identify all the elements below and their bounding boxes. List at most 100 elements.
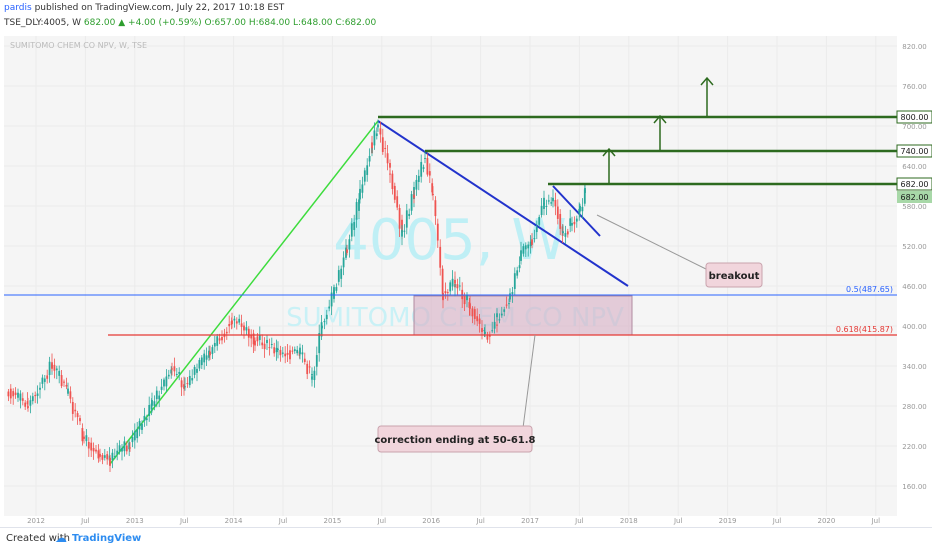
- tradingview-brand[interactable]: TradingView: [72, 533, 142, 544]
- candle-body: [384, 147, 387, 149]
- candle-body: [463, 295, 466, 305]
- candle-body: [155, 390, 158, 400]
- candle-body: [55, 368, 58, 371]
- candle-body: [34, 395, 37, 397]
- time-axis[interactable]: [0, 516, 932, 526]
- candle-body: [121, 447, 123, 452]
- price-chart[interactable]: SUMITOMO CHEM CO NPV, W, TSE 4005, W SUM…: [0, 34, 932, 526]
- candle-body: [209, 351, 211, 356]
- candle-body: [83, 436, 85, 439]
- candle-body: [243, 325, 245, 331]
- candle-body: [330, 292, 333, 307]
- candle-body: [279, 349, 282, 356]
- author-link[interactable]: pardis: [4, 3, 32, 13]
- candle-body: [17, 392, 19, 398]
- candle-body: [171, 368, 173, 370]
- candle-body: [469, 303, 471, 309]
- last-price-text: 682.00: [83, 18, 116, 28]
- candle-body: [240, 323, 243, 327]
- candle-body: [228, 324, 231, 327]
- main-downtrend-line[interactable]: [377, 120, 629, 287]
- candle-body: [79, 418, 81, 422]
- candle-body: [113, 456, 116, 458]
- candle-body: [346, 249, 348, 253]
- price-tick-label: 220.00: [902, 443, 927, 451]
- candle-body: [428, 171, 431, 176]
- candle-body: [286, 352, 289, 355]
- candle-body: [573, 221, 576, 225]
- candle-body: [359, 188, 361, 200]
- level-800-tag: [896, 110, 932, 124]
- candle-body: [426, 157, 429, 175]
- candle-body: [296, 349, 299, 354]
- candle-body: [211, 347, 214, 354]
- candle-body: [451, 278, 454, 287]
- candle-body: [178, 371, 181, 374]
- created-with-text: Created with: [6, 533, 70, 544]
- candle-body: [481, 328, 483, 333]
- candle-body: [188, 375, 191, 386]
- published-text: published on TradingView.com, July 22, 2…: [34, 3, 285, 13]
- candle-body: [545, 205, 548, 207]
- candle-body: [386, 153, 389, 164]
- target-arrows: [602, 76, 714, 184]
- candle-body: [254, 340, 256, 346]
- candle-body: [216, 336, 219, 346]
- price-tick-label: 340.00: [902, 363, 927, 371]
- candle-body: [442, 292, 444, 301]
- candle-body: [520, 250, 522, 261]
- candle-body: [160, 386, 163, 390]
- minor-downtrend-line[interactable]: [552, 185, 601, 237]
- time-tick-label: 2012: [27, 517, 45, 525]
- candle-body: [439, 246, 442, 268]
- candle-body: [511, 292, 514, 295]
- candle-body: [348, 239, 351, 250]
- candle-body: [466, 294, 468, 301]
- candle-body: [125, 445, 128, 452]
- correction-pointer: [522, 334, 536, 429]
- correction-zone[interactable]: [413, 295, 633, 336]
- candle-body: [420, 161, 423, 177]
- candle-body: [496, 313, 498, 318]
- fib-050-label: 0.5(487.65): [846, 285, 893, 294]
- candle-body: [556, 206, 559, 219]
- candle-body: [200, 357, 203, 366]
- candle-body: [358, 199, 360, 211]
- candle-body: [60, 375, 63, 387]
- tradingview-logo-icon: ☁: [55, 531, 67, 545]
- candle-body: [449, 282, 452, 292]
- price-tick-label: 820.00: [902, 43, 927, 51]
- candle-body: [128, 442, 131, 450]
- candle-body: [522, 246, 525, 254]
- breakout-callout[interactable]: [705, 262, 763, 288]
- candle-body: [74, 409, 77, 412]
- candle-body: [422, 167, 425, 169]
- candle-body: [377, 124, 379, 128]
- candle-body: [471, 308, 474, 317]
- candle-body: [564, 233, 567, 237]
- candle-body: [158, 395, 161, 400]
- chart-header: pardis published on TradingView.com, Jul…: [0, 0, 932, 34]
- candle-body: [65, 384, 68, 387]
- candle-body: [486, 335, 489, 340]
- candle-body: [371, 142, 373, 149]
- candle-body: [43, 378, 46, 382]
- candle-body: [524, 245, 527, 250]
- candle-body: [167, 374, 170, 377]
- candle-body: [293, 349, 296, 352]
- candle-body: [535, 227, 538, 233]
- time-tick-label: 2018: [620, 517, 638, 525]
- candle-body: [138, 420, 141, 430]
- candle-body: [473, 309, 476, 319]
- candle-body: [483, 329, 486, 332]
- fib-0618-label: 0.618(415.87): [836, 325, 893, 334]
- candle-body: [446, 292, 449, 294]
- candle-body: [266, 339, 268, 344]
- price-tick-label: 460.00: [902, 283, 927, 291]
- candle-body: [436, 223, 439, 241]
- correction-callout[interactable]: [377, 425, 533, 453]
- candle-body: [441, 268, 444, 294]
- candle-body: [432, 193, 434, 195]
- candle-body: [213, 342, 216, 347]
- candle-body: [408, 213, 411, 216]
